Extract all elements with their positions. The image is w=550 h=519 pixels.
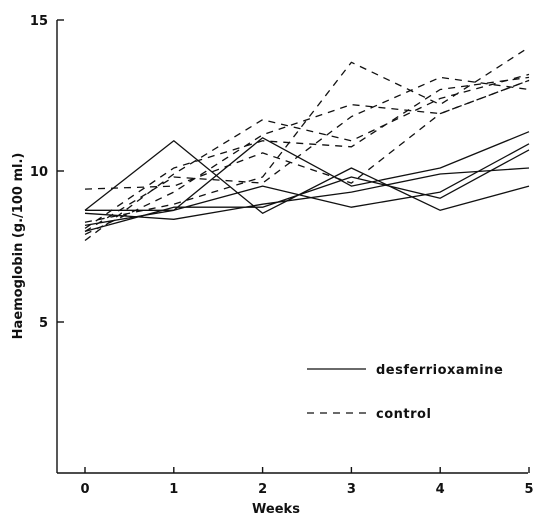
y-tick-label: 15: [30, 14, 48, 29]
axis-ticks: 0 1 2 3 4 5 5 10 15: [30, 14, 534, 497]
x-tick-label: 1: [169, 482, 178, 497]
series-line-control: [84, 46, 530, 223]
x-tick-label: 3: [347, 482, 356, 497]
legend-label-control: control: [376, 407, 431, 422]
y-tick-label: 5: [39, 316, 48, 331]
series-line-control: [84, 76, 530, 232]
series-line-desferrioxamine: [84, 140, 530, 214]
y-axis-title: Haemoglobin (g./100 ml.): [11, 153, 26, 340]
plot-area: 0 1 2 3 4 5 5 10 15: [30, 14, 534, 497]
series-line-desferrioxamine: [84, 143, 530, 227]
x-tick-label: 2: [258, 482, 267, 497]
legend-label-desferrioxamine: desferrioxamine: [376, 363, 503, 378]
x-tick-label: 0: [80, 482, 89, 497]
x-axis-title: Weeks: [252, 502, 300, 517]
series-line-control: [84, 79, 530, 190]
data-series: [84, 46, 530, 242]
series-line-control: [84, 76, 530, 229]
x-tick-label: 4: [436, 482, 445, 497]
legend: desferrioxamine control: [307, 363, 503, 422]
series-line-control: [84, 79, 530, 235]
series-line-desferrioxamine: [84, 149, 530, 233]
y-tick-label: 10: [30, 165, 48, 180]
x-tick-label: 5: [524, 482, 533, 497]
series-line-desferrioxamine: [85, 131, 530, 211]
series-line-desferrioxamine: [84, 167, 530, 220]
